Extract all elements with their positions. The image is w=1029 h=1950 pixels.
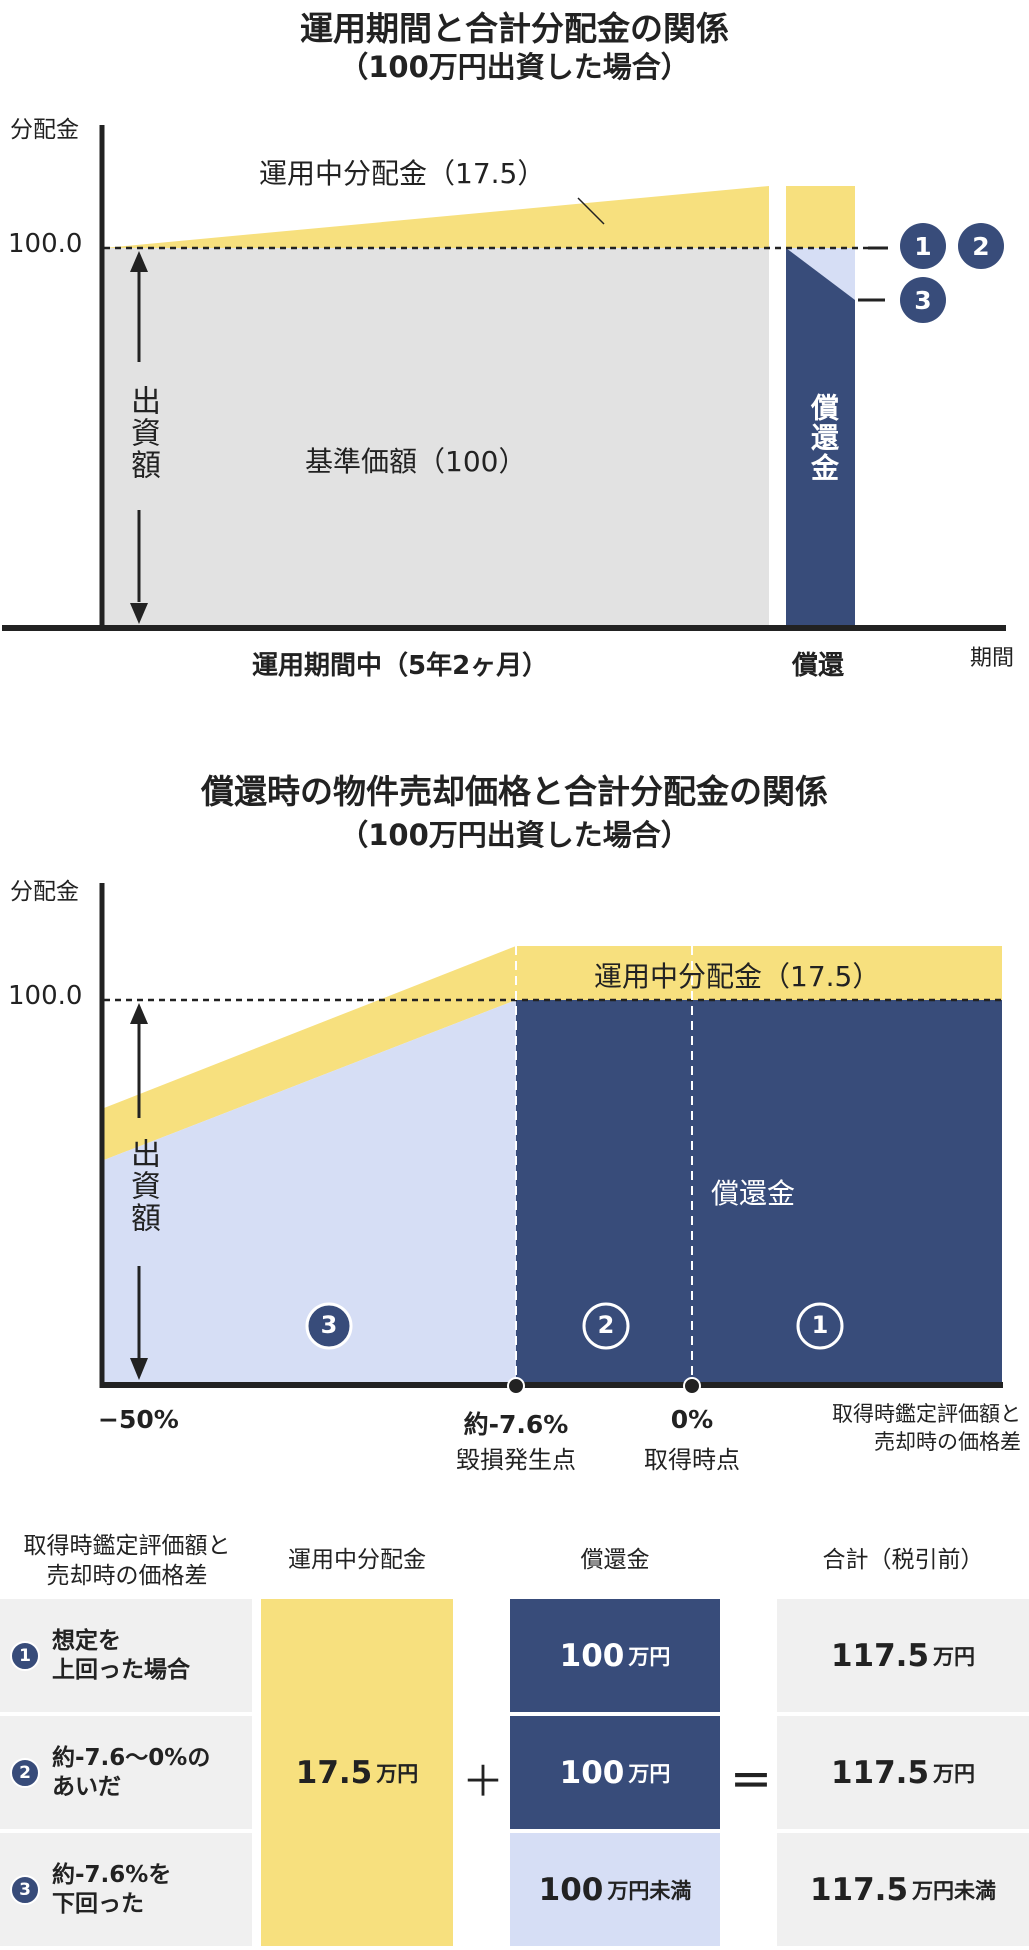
- zone-1-icon: 1: [811, 1311, 829, 1339]
- chart1-distribution-label: 運用中分配金（17.5）: [259, 157, 546, 190]
- marker-3-icon: 3: [914, 286, 932, 315]
- chart2-ytick-100: 100.0: [8, 981, 83, 1011]
- table-row-2-total: 117.5 万円: [777, 1716, 1029, 1829]
- arrow-down-icon: [130, 603, 148, 624]
- table-row-1-label: 1 想定を 上回った場合: [0, 1599, 252, 1712]
- xtick-zero: 0%: [670, 1405, 714, 1434]
- chart1-subtitle: （100万円出資した場合）: [339, 50, 690, 84]
- arrow-up-icon: [130, 251, 148, 272]
- redemption-bar-distribution: [786, 186, 855, 248]
- table-row-3-label: 3 約-7.6%を 下回った: [0, 1833, 252, 1946]
- chart2-x-axis-title-1: 取得時鑑定評価額と: [832, 1402, 1021, 1426]
- chart2-redemption-label: 償還金: [711, 1177, 796, 1210]
- chart2-ylabel: 分配金: [10, 879, 79, 905]
- chart1-ytick-100: 100.0: [8, 229, 83, 259]
- xtick-loss-caption: 毀損発生点: [456, 1446, 576, 1474]
- table-header-distribution: 運用中分配金: [288, 1547, 426, 1573]
- xtick-zero-caption: 取得時点: [644, 1446, 740, 1474]
- chart1-plot: [2, 125, 1006, 631]
- chart1-investment-label: 出資額: [125, 385, 160, 481]
- table-row-2-label: 2 約-7.6〜0%の あいだ: [0, 1716, 252, 1829]
- table-header-total: 合計（税引前）: [822, 1547, 984, 1573]
- xtick-loss-point: 約-7.6%: [463, 1410, 569, 1439]
- zone-2-icon: 2: [597, 1311, 615, 1339]
- chart1-ylabel: 分配金: [10, 117, 79, 143]
- table-row-3-redemption: 100 万円未満: [510, 1833, 720, 1946]
- table-row-3-total: 117.5 万円未満: [777, 1833, 1029, 1946]
- badge-3-icon: 3: [10, 1874, 40, 1905]
- table-row-1-total: 117.5 万円: [777, 1599, 1029, 1712]
- callout-line: [577, 197, 605, 225]
- loss-zone-area: [104, 1000, 516, 1385]
- chart1-base-label: 基準価額（100）: [305, 445, 527, 478]
- chart1-xlabel-redemption: 償還: [792, 651, 845, 681]
- plus-sign: ＋: [461, 1757, 504, 1806]
- base-value-area: [104, 248, 769, 626]
- table-row-2-redemption: 100 万円: [510, 1716, 720, 1829]
- badge-2-icon: 2: [10, 1757, 40, 1788]
- chart2-x-axis-title-2: 売却時の価格差: [874, 1430, 1021, 1454]
- table-header-price-diff: 取得時鑑定評価額と 売却時の価格差: [23, 1533, 231, 1589]
- chart1-title: 運用期間と合計分配金の関係: [300, 9, 729, 48]
- distribution-area: [104, 186, 769, 248]
- chart1-x-axis-title: 期間: [970, 646, 1015, 671]
- table-header-redemption: 償還金: [580, 1547, 650, 1573]
- chart2-subtitle: （100万円出資した場合）: [339, 818, 690, 852]
- chart2-distribution-label: 運用中分配金（17.5）: [594, 960, 881, 993]
- table-distribution-cell: 17.5 万円: [261, 1599, 453, 1946]
- chart1-xlabel-period: 運用期間中（5年2ヶ月）: [252, 651, 549, 681]
- chart1-redemption-bar-label: 償還金: [807, 393, 840, 483]
- table-row-1-redemption: 100 万円: [510, 1599, 720, 1712]
- redemption-shortfall-area: [786, 248, 855, 300]
- distribution-slope: [104, 946, 516, 1160]
- chart2-investment-label: 出資額: [125, 1138, 160, 1234]
- marker-1-icon: 1: [914, 232, 932, 261]
- xtick-minus50: −50%: [98, 1405, 179, 1434]
- redemption-bar: [786, 248, 855, 626]
- chart2-title: 償還時の物件売却価格と合計分配金の関係: [201, 772, 828, 811]
- badge-1-icon: 1: [10, 1640, 40, 1671]
- zone-3-icon: 3: [320, 1311, 338, 1339]
- marker-2-icon: 2: [972, 232, 990, 261]
- equals-sign: ＝: [729, 1757, 772, 1806]
